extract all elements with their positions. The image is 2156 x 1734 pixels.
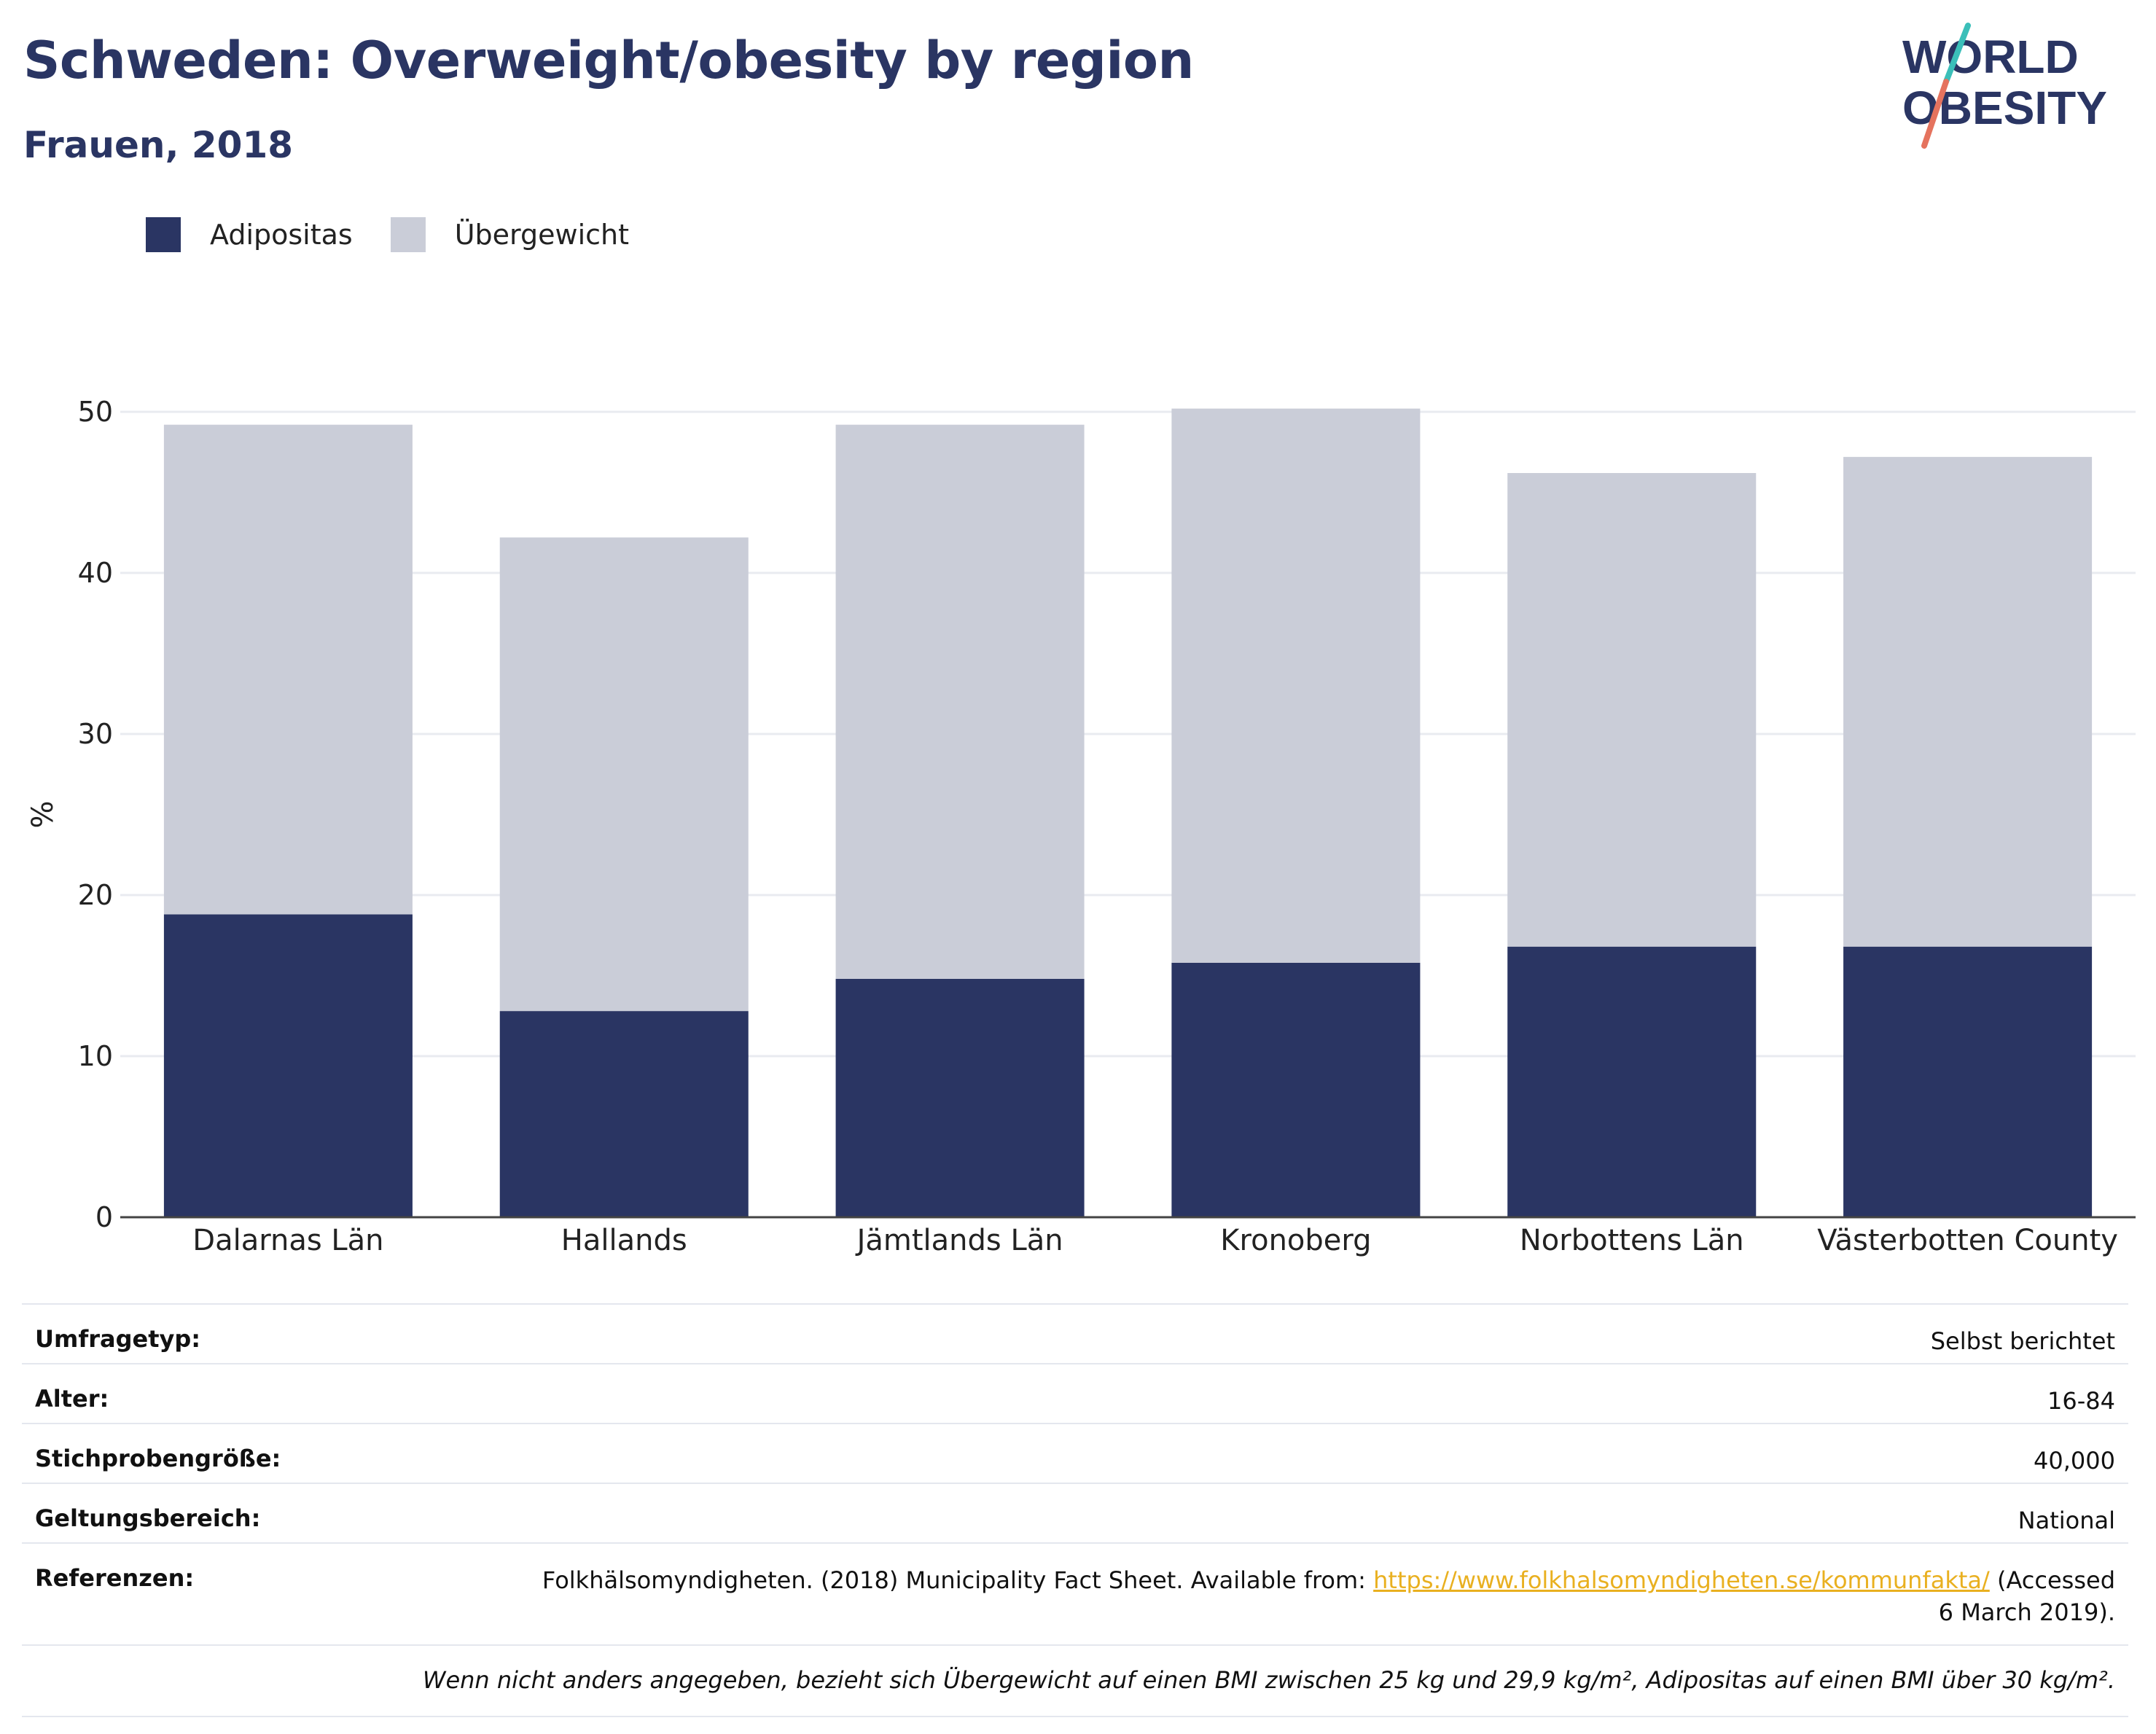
legend-swatch-adipositas (146, 217, 181, 252)
bar-uebergewicht (1843, 456, 2093, 947)
bar-adipositas (163, 914, 413, 1217)
x-tick-label: Dalarnas Län (192, 1224, 383, 1257)
y-tick-label: 10 (78, 1040, 113, 1072)
reference-date: 6 March 2019). (1938, 1598, 2115, 1626)
info-value-survey-type: Selbst berichtet (328, 1303, 2128, 1364)
info-value-sample-size: 40,000 (328, 1423, 2128, 1483)
world-obesity-logo[interactable]: WORLD OBESITY (1895, 22, 2143, 153)
legend-item-adipositas[interactable]: Adipositas (146, 217, 353, 252)
page-subtitle: Frauen, 2018 (23, 124, 294, 166)
logo-slash-teal (1943, 23, 1971, 85)
logo-text-world: WORLD (1902, 31, 2079, 83)
y-tick-label: 20 (78, 879, 113, 911)
info-row-note: Wenn nicht anders angegeben, bezieht sic… (22, 1644, 2128, 1717)
reference-link[interactable]: https://www.folkhalsomyndigheten.se/komm… (1373, 1566, 1990, 1594)
legend-swatch-uebergewicht (390, 217, 426, 252)
bar-uebergewicht (163, 424, 413, 915)
info-value-scope: National (328, 1483, 2128, 1543)
reference-accessed: (Accessed (1989, 1566, 2115, 1594)
info-label-survey-type: Umfragetyp: (22, 1303, 328, 1364)
x-tick-label: Jämtlands Län (855, 1224, 1063, 1257)
stacked-bar-chart: 0 10 20 30 40 50% Dalarnas Län Hallands Jämtland… (26, 396, 2136, 1257)
y-axis-label: % (26, 800, 60, 828)
reference-text: Folkhälsomyndigheten. (2018) Municipalit… (542, 1566, 1374, 1594)
x-tick-label: Västerbotten County (1817, 1224, 2118, 1257)
x-tick-label: Kronoberg (1220, 1224, 1371, 1257)
info-row-references: Referenzen: Folkhälsomyndigheten. (2018)… (22, 1542, 2128, 1645)
page-title: Schweden: Overweight/obesity by region (23, 31, 1194, 90)
x-tick-label: Norbottens Län (1520, 1224, 1744, 1257)
legend-item-uebergewicht[interactable]: Übergewicht (390, 217, 629, 252)
bar-adipositas (1843, 946, 2093, 1217)
bar-uebergewicht (835, 424, 1085, 979)
info-value-references: Folkhälsomyndigheten. (2018) Municipalit… (328, 1542, 2128, 1645)
bar-uebergewicht (1507, 472, 1757, 947)
bar-adipositas (835, 978, 1085, 1217)
bar-uebergewicht (1171, 408, 1421, 963)
bar-adipositas (1171, 962, 1421, 1217)
chart-legend: Adipositas Übergewicht (146, 217, 667, 252)
legend-label-adipositas: Adipositas (210, 219, 353, 251)
y-tick-label: 50 (78, 396, 113, 428)
info-label-sample-size: Stichprobengröße: (22, 1423, 328, 1483)
y-tick-label: 30 (78, 718, 113, 750)
info-row-sample-size: Stichprobengröße: 40,000 (22, 1423, 2128, 1483)
info-row-survey-type: Umfragetyp: Selbst berichtet (22, 1303, 2128, 1364)
info-label-scope: Geltungsbereich: (22, 1483, 328, 1543)
info-label-age: Alter: (22, 1363, 328, 1423)
bmi-definition-note: Wenn nicht anders angegeben, bezieht sic… (22, 1644, 2128, 1717)
info-row-scope: Geltungsbereich: National (22, 1483, 2128, 1543)
info-row-age: Alter: 16-84 (22, 1363, 2128, 1423)
logo-slash-coral (1921, 79, 1949, 149)
y-tick-label: 0 (95, 1201, 113, 1233)
info-value-age: 16-84 (328, 1363, 2128, 1423)
legend-label-uebergewicht: Übergewicht (454, 219, 629, 251)
x-tick-label: Hallands (561, 1224, 687, 1257)
y-tick-label: 40 (78, 557, 113, 589)
info-label-references: Referenzen: (22, 1542, 328, 1645)
bar-adipositas (499, 1011, 749, 1217)
bar-adipositas (1507, 946, 1757, 1217)
bar-uebergewicht (499, 537, 749, 1012)
survey-info-table: Umfragetyp: Selbst berichtet Alter: 16-8… (22, 1303, 2128, 1717)
